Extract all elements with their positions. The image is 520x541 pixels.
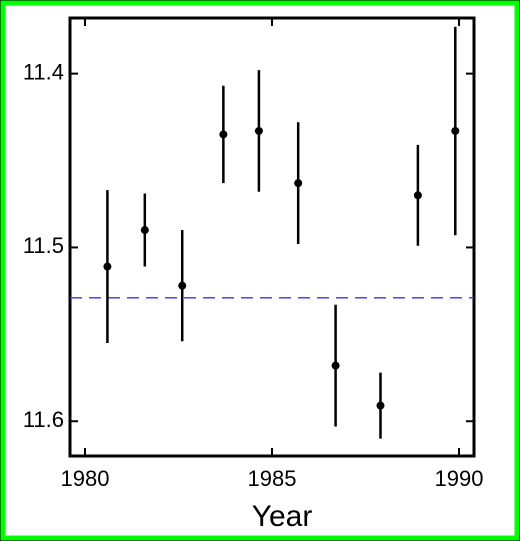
y-tick-label: 11.5	[23, 233, 64, 258]
x-tick-label: 1990	[435, 466, 484, 491]
point	[140, 226, 149, 235]
y-tick-label: 11.4	[23, 59, 64, 84]
y-tick-label: 11.6	[23, 407, 64, 432]
point	[103, 262, 112, 271]
point	[178, 281, 187, 290]
point	[413, 191, 422, 200]
x-tick-label: 1980	[60, 466, 109, 491]
point	[451, 126, 460, 135]
point	[294, 179, 303, 188]
point	[254, 126, 263, 135]
point	[331, 361, 340, 370]
x-axis-label: Year	[252, 500, 313, 533]
x-tick-label: 1985	[248, 466, 297, 491]
point	[219, 130, 228, 139]
point	[376, 401, 385, 410]
